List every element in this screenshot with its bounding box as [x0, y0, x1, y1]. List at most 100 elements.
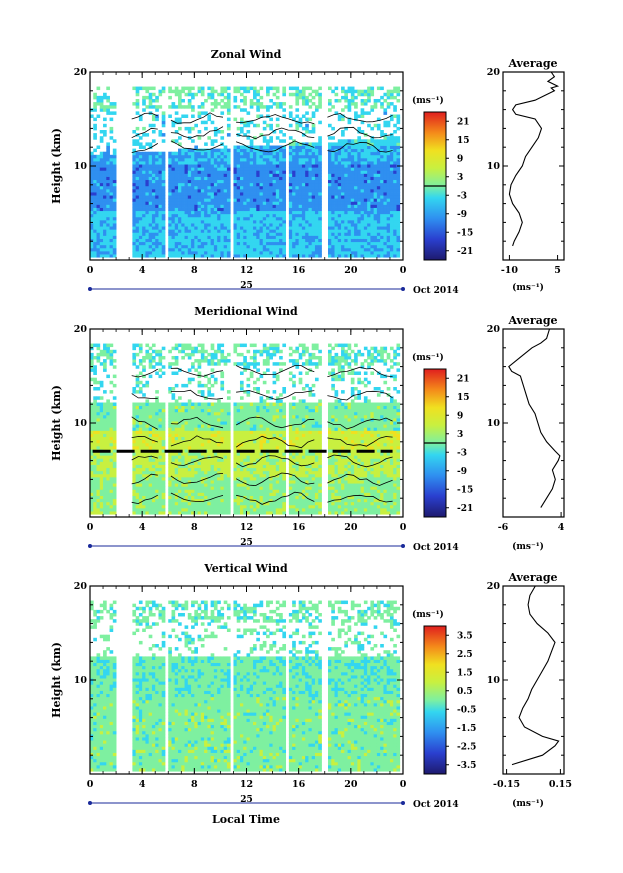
heatmap-cell: [168, 176, 172, 181]
heatmap-cell: [376, 139, 381, 143]
heatmap-cell: [204, 238, 208, 243]
heatmap-cell: [191, 405, 195, 410]
heatmap-cell: [99, 95, 104, 100]
heatmap-cell: [311, 114, 316, 118]
heatmap-cell: [223, 247, 228, 252]
heatmap-cell: [367, 250, 371, 255]
heatmap-cell: [236, 250, 241, 255]
heatmap-cell: [253, 151, 257, 156]
heatmap-cell: [236, 170, 241, 174]
heatmap-cell: [178, 442, 182, 447]
heatmap-cell: [109, 343, 114, 348]
heatmap-cell: [357, 247, 362, 252]
heatmap-cell: [184, 501, 189, 506]
heatmap-cell: [337, 167, 342, 171]
y-tick-label: 10: [74, 161, 88, 172]
heatmap-cell: [109, 188, 114, 193]
heatmap-cell: [305, 188, 309, 193]
heatmap-cell: [223, 232, 228, 236]
heatmap-cell: [259, 176, 264, 181]
heatmap-cell: [187, 195, 192, 199]
heatmap-cell: [191, 352, 195, 357]
heatmap-cell: [197, 185, 202, 190]
heatmap-cell: [259, 157, 264, 162]
heatmap-cell: [151, 511, 156, 515]
heatmap-cell: [328, 123, 332, 128]
heatmap-cell: [262, 207, 267, 212]
heatmap-cell: [106, 411, 110, 416]
heatmap-cell: [181, 414, 185, 419]
heatmap-cell: [106, 198, 110, 202]
heatmap-cell: [226, 148, 231, 153]
heatmap-cell: [135, 92, 140, 97]
heatmap-cell: [145, 185, 150, 190]
heatmap-cell: [178, 424, 182, 428]
heatmap-cell: [103, 185, 107, 190]
heatmap-cell: [99, 439, 104, 444]
heatmap-cell: [292, 250, 296, 255]
heatmap-cell: [344, 210, 348, 215]
heatmap-cell: [158, 464, 163, 469]
heatmap-cell: [96, 244, 101, 249]
heatmap-cell: [191, 148, 195, 153]
heatmap-cell: [357, 192, 362, 196]
heatmap-cell: [135, 511, 140, 515]
heatmap-cell: [341, 142, 345, 146]
heatmap-cell: [331, 250, 335, 255]
heatmap-cell: [386, 219, 391, 224]
heatmap-cell: [259, 114, 264, 118]
heatmap-cell: [96, 501, 101, 506]
heatmap-cell: [239, 145, 244, 150]
heatmap-cell: [174, 483, 179, 487]
heatmap-cell: [210, 195, 215, 199]
heatmap-cell: [135, 157, 140, 162]
heatmap-cell: [151, 486, 156, 490]
heatmap-cell: [96, 250, 101, 255]
heatmap-cell: [145, 182, 150, 187]
heatmap-cell: [341, 207, 345, 212]
heatmap-cell: [269, 241, 273, 246]
heatmap-cell: [106, 254, 110, 258]
heatmap-cell: [106, 458, 110, 462]
heatmap-cell: [376, 238, 381, 243]
heatmap-cell: [239, 229, 244, 233]
heatmap-cell: [145, 495, 150, 500]
heatmap-cell: [331, 157, 335, 162]
heatmap-cell: [174, 362, 179, 366]
heatmap-cell: [178, 489, 182, 493]
heatmap-cell: [135, 476, 140, 481]
heatmap-cell: [103, 498, 107, 503]
heatmap-cell: [151, 504, 156, 509]
heatmap-cell: [181, 349, 185, 354]
heatmap-cell: [161, 254, 166, 258]
heatmap-cell: [314, 179, 319, 184]
heatmap-cell: [204, 151, 208, 156]
heatmap-cell: [158, 480, 163, 484]
heatmap-cell: [93, 170, 97, 174]
heatmap-cell: [158, 355, 163, 360]
heatmap-cell: [233, 238, 238, 243]
heatmap-cell: [96, 247, 101, 252]
heatmap-cell: [138, 442, 143, 447]
heatmap-cell: [158, 359, 163, 363]
heatmap-cell: [171, 396, 176, 400]
heatmap-cell: [347, 247, 352, 252]
heatmap-cell: [389, 241, 394, 246]
heatmap-cell: [259, 145, 264, 150]
heatmap-cell: [93, 105, 97, 109]
heatmap-cell: [109, 380, 114, 385]
heatmap-cell: [256, 235, 260, 239]
heatmap-cell: [266, 201, 270, 205]
heatmap-cell: [295, 145, 300, 150]
heatmap-cell: [288, 247, 293, 252]
heatmap-cell: [383, 201, 388, 205]
heatmap-cell: [266, 105, 270, 109]
heatmap-cell: [200, 235, 205, 239]
heatmap-cell: [380, 201, 384, 205]
heatmap-cell: [334, 247, 339, 252]
heatmap-cell: [337, 164, 342, 168]
heatmap-cell: [217, 213, 221, 218]
heatmap-cell: [168, 486, 172, 490]
heatmap-cell: [135, 192, 140, 196]
heatmap-cell: [380, 176, 384, 181]
